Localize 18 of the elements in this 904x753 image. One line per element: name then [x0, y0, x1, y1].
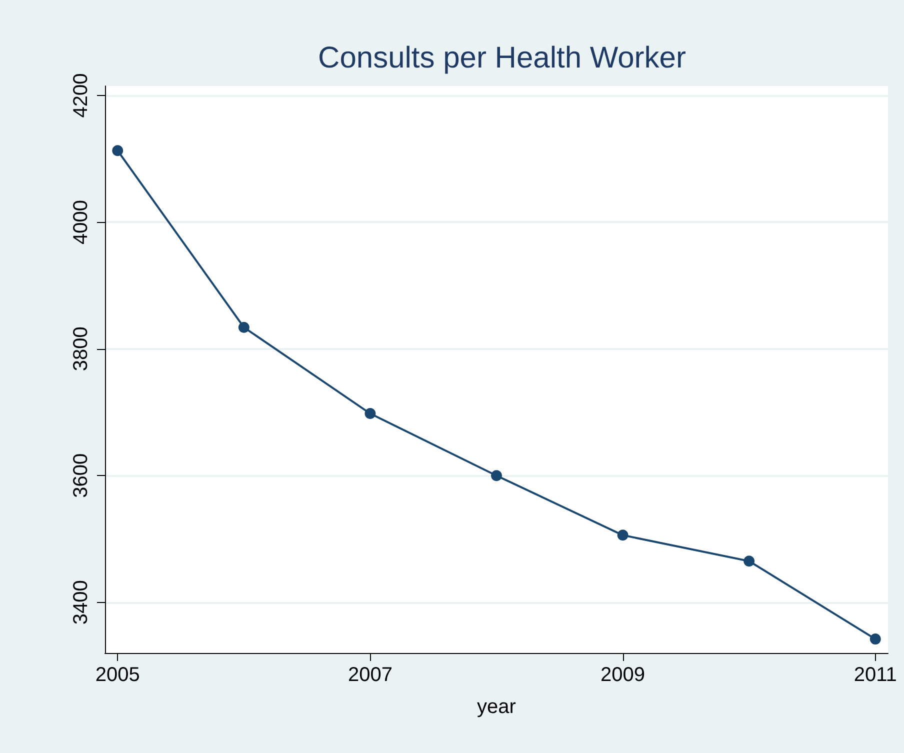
- point: [112, 145, 124, 156]
- point: [491, 470, 502, 482]
- chart-title: Consults per Health Worker: [318, 42, 686, 74]
- y-tick-label: 3800: [70, 326, 92, 372]
- x-axis-title: year: [477, 696, 516, 718]
- point: [364, 408, 376, 420]
- y-tick-label: 3600: [70, 453, 92, 498]
- y-tick-label: 4200: [70, 73, 92, 118]
- point: [238, 322, 250, 333]
- x-tick-label: 2005: [95, 664, 140, 686]
- y-tick-label: 3400: [70, 580, 92, 625]
- x-tick-label: 2007: [348, 664, 392, 686]
- point: [617, 530, 628, 541]
- x-tick-label: 2009: [600, 664, 646, 686]
- point: [870, 634, 881, 645]
- x-tick-label: 2011: [854, 664, 897, 686]
- y-tick-label: 4000: [70, 200, 92, 244]
- point: [744, 556, 755, 567]
